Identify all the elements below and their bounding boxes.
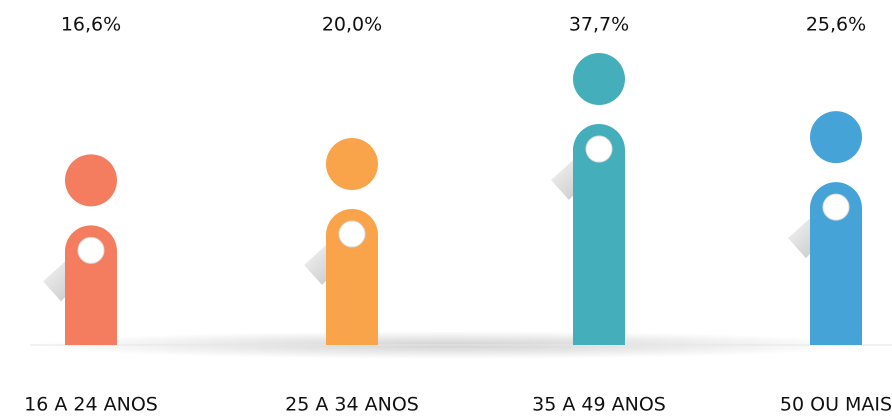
dot xyxy=(77,236,105,264)
category-label: 25 A 34 ANOS xyxy=(285,394,419,416)
bar xyxy=(573,124,625,345)
bar xyxy=(326,209,378,345)
head xyxy=(65,154,117,207)
value-label: 20,0% xyxy=(322,14,382,36)
dot xyxy=(822,193,850,221)
bar xyxy=(810,182,862,345)
head xyxy=(573,53,625,106)
value-label: 25,6% xyxy=(806,14,866,36)
category-label: 35 A 49 ANOS xyxy=(532,394,666,416)
head xyxy=(326,138,378,190)
value-label: 37,7% xyxy=(569,14,629,36)
category-label: 16 A 24 ANOS xyxy=(24,394,158,416)
bar xyxy=(65,225,117,345)
head xyxy=(810,111,862,164)
category-label: 50 OU MAIS xyxy=(780,394,892,416)
dot xyxy=(338,220,366,248)
dot xyxy=(585,135,613,163)
value-label: 16,6% xyxy=(61,14,121,36)
